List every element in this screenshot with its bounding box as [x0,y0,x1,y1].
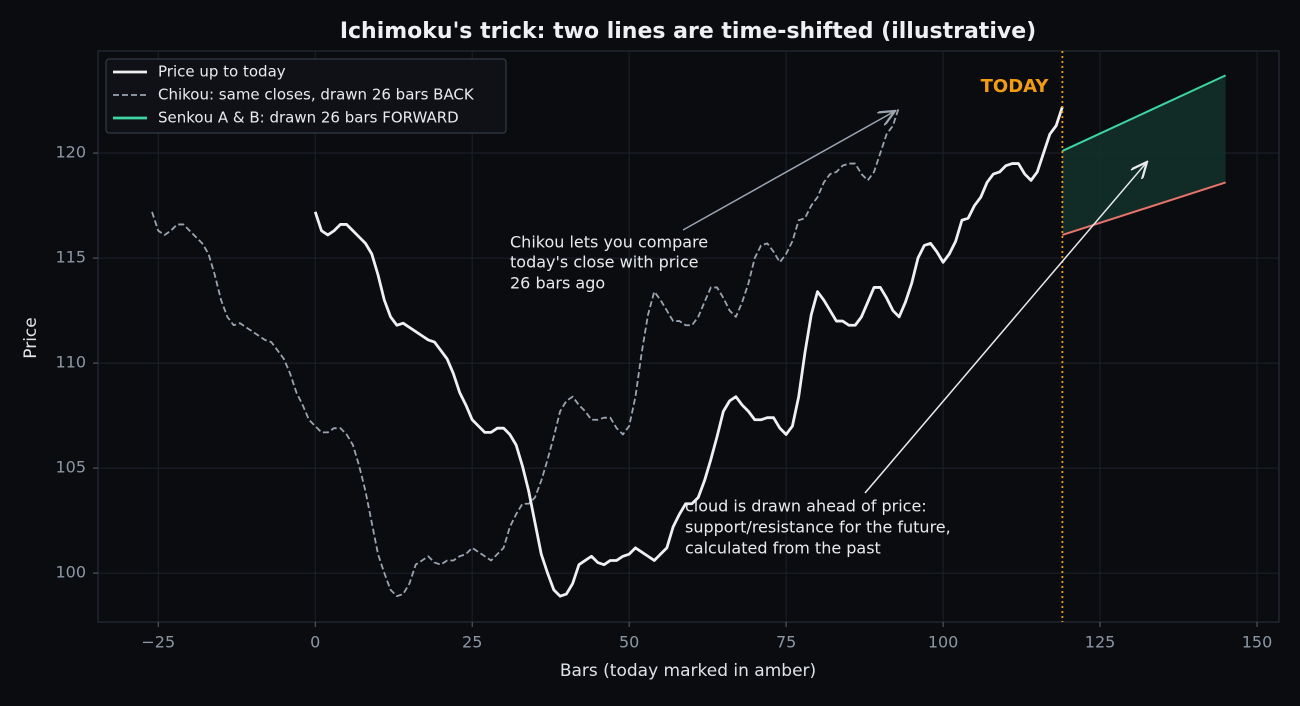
annotation-text: 26 bars ago [510,274,605,293]
legend-label: Senkou A & B: drawn 26 bars FORWARD [158,109,459,127]
y-tick-label: 110 [55,353,86,372]
legend-box [105,58,507,134]
x-tick-label: −25 [141,633,175,652]
x-tick-label: 100 [928,633,959,652]
senkou-a-line [1061,74,1227,152]
today-label: TODAY [981,76,1050,97]
annotation-text: cloud is drawn ahead of price: [685,497,927,516]
legend-label: Chikou: same closes, drawn 26 bars BACK [158,86,475,104]
x-tick-label: 25 [462,633,482,652]
y-tick-label: 105 [55,458,86,477]
y-axis-label: Price [21,317,41,358]
x-tick-label: 75 [776,633,796,652]
x-tick-label: 50 [619,633,639,652]
legend-label: Price up to today [158,63,286,81]
y-tick-label: 120 [55,143,86,162]
x-tick-label: 125 [1085,633,1116,652]
grid: −25 0 25 50 75 100 125 150 100 105 110 115 120 [55,51,1279,652]
annotation-text: Chikou lets you compare [510,233,708,252]
series-line [151,106,901,598]
legend: Price up to today Chikou: same closes, dr… [105,58,507,134]
x-tick-label: 150 [1242,633,1273,652]
annotation-text: today's close with price [510,253,698,272]
annotation-text: calculated from the past [685,539,881,558]
y-tick-label: 115 [55,248,86,267]
marks: TODAY [151,51,1227,622]
annotation-arrow [864,162,1147,494]
x-axis-label: Bars (today marked in amber) [560,661,816,681]
series-line [313,106,1064,598]
chart-title: Ichimoku's trick: two lines are time-shi… [340,19,1036,44]
senkou-b-line [1062,181,1226,236]
annotation-text: support/resistance for the future, [685,518,951,537]
annotation-arrow [682,111,895,231]
x-tick-label: 0 [310,633,320,652]
y-tick-label: 100 [55,563,86,582]
